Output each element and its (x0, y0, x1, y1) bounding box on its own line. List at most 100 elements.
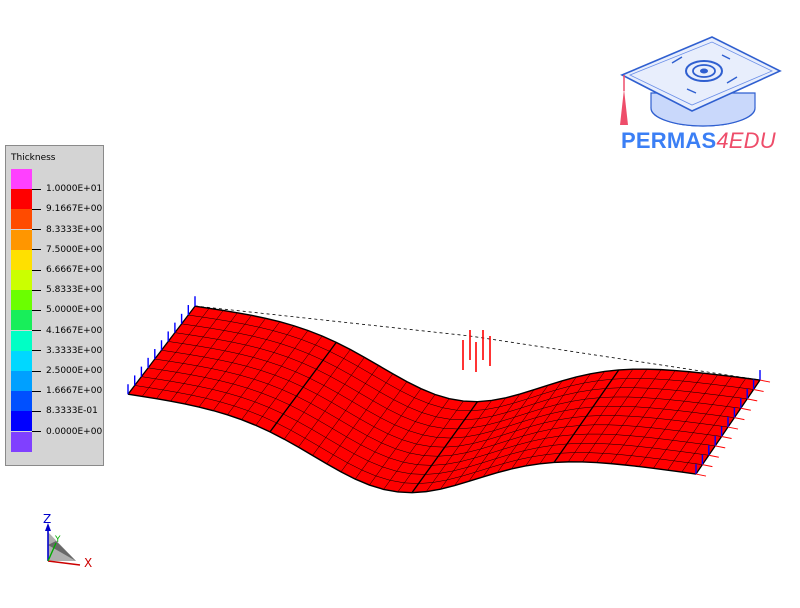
mesh-line (425, 400, 492, 492)
legend-title: Thickness (11, 153, 56, 163)
mesh-line (411, 401, 479, 494)
support-marker (715, 445, 726, 449)
mesh-line (681, 378, 747, 473)
mesh-line (298, 357, 365, 448)
legend-swatch (11, 411, 32, 432)
support-marker (702, 464, 713, 468)
mesh-line (156, 310, 224, 399)
support-marker (753, 388, 764, 392)
mesh-line (354, 388, 422, 480)
legend-tick (32, 390, 41, 392)
mesh-line (610, 370, 676, 464)
mesh-line (440, 397, 506, 490)
permas4edu-logo-icon (620, 36, 782, 127)
mesh-line (553, 369, 620, 463)
mesh-line (454, 393, 521, 486)
legend-tick (32, 330, 41, 332)
legend-label: 8.3333E+00 (46, 224, 103, 235)
shell-surface (128, 306, 760, 493)
legend-label: 7.5000E+00 (46, 244, 103, 255)
legend-swatch (11, 229, 32, 250)
mesh-line (383, 398, 450, 490)
mesh-line (397, 400, 464, 493)
mesh-line (340, 381, 408, 473)
mesh-line (198, 318, 266, 408)
axis-x-label: X (84, 556, 93, 570)
legend-swatch (11, 169, 32, 189)
mesh-line (468, 389, 535, 482)
legend-swatch (11, 310, 32, 331)
support-marker (740, 407, 751, 411)
legend-label: 9.1667E+00 (46, 204, 103, 215)
mesh-line (496, 380, 563, 473)
logo-suffix: 4EDU (716, 128, 776, 153)
logo-wordmark: PERMAS4EDU (621, 128, 776, 154)
legend-label: 3.3333E+00 (46, 345, 103, 356)
mesh-line (482, 385, 549, 478)
mesh-line (525, 373, 591, 467)
legend-swatch (11, 431, 32, 452)
mesh-line (142, 308, 210, 397)
legend-tick (32, 269, 41, 271)
mesh-line (212, 321, 280, 411)
legend-tick (32, 350, 41, 352)
shell-mesh (127, 305, 761, 494)
support-marker (734, 417, 745, 421)
mesh-line (312, 365, 379, 456)
legend-label: 2.5000E+00 (46, 366, 103, 376)
mesh-line (653, 374, 718, 469)
mesh-line (227, 325, 295, 415)
legend-swatch (11, 270, 32, 290)
boundary-supports (127, 296, 771, 477)
legend-label: 0.0000E+00 (46, 426, 103, 437)
mesh-line (567, 369, 634, 463)
legend-label: 6.6667E+00 (46, 265, 103, 275)
legend-tick (32, 309, 41, 311)
axis-y-label: Y (55, 535, 61, 545)
support-marker (727, 426, 739, 430)
mesh-line (638, 373, 704, 467)
thickness-legend: Thickness 1.0000E+01 9.1667E+00 8.3333E+00… (5, 145, 104, 466)
support-marker (747, 398, 758, 402)
axis-triad-icon (45, 523, 81, 566)
logo-brand: PERMAS (621, 128, 717, 153)
support-marker (708, 454, 719, 458)
legend-label: 1.0000E+01 (46, 184, 103, 195)
legend-tick (32, 370, 41, 372)
legend-swatch (11, 350, 32, 371)
mesh-line (667, 376, 732, 471)
legend-tick (32, 410, 41, 412)
mesh-line (326, 373, 393, 465)
mesh-line (596, 369, 662, 463)
legend-swatch (11, 391, 32, 412)
legend-tick (32, 208, 41, 210)
legend-label: 1.6667E+00 (46, 386, 103, 397)
legend-tick (32, 289, 41, 291)
legend-swatch (11, 290, 32, 311)
legend-swatch (11, 249, 32, 270)
legend-label: 5.8333E+00 (46, 285, 103, 296)
mesh-line (170, 312, 238, 402)
legend-tick (32, 249, 41, 251)
mesh-line (241, 330, 309, 420)
legend-tick (32, 431, 41, 433)
load-arrows (462, 330, 491, 372)
legend-label: 8.3333E-01 (46, 406, 98, 417)
support-marker (721, 435, 732, 439)
legend-label: 5.0000E+00 (46, 305, 103, 316)
legend-swatch (11, 330, 32, 351)
legend-swatch (11, 371, 32, 391)
mesh-line (582, 368, 648, 463)
mesh-line (539, 371, 605, 464)
legend-label: 4.1667E+00 (46, 325, 103, 336)
mesh-line (283, 349, 351, 440)
axis-z-label: Z (43, 512, 52, 526)
legend-swatch (11, 209, 32, 230)
mesh-line (369, 394, 436, 486)
mesh-line (269, 342, 337, 433)
legend-swatch (11, 189, 32, 210)
legend-tick (32, 188, 41, 190)
support-marker (759, 379, 771, 383)
mesh-line (184, 315, 252, 405)
